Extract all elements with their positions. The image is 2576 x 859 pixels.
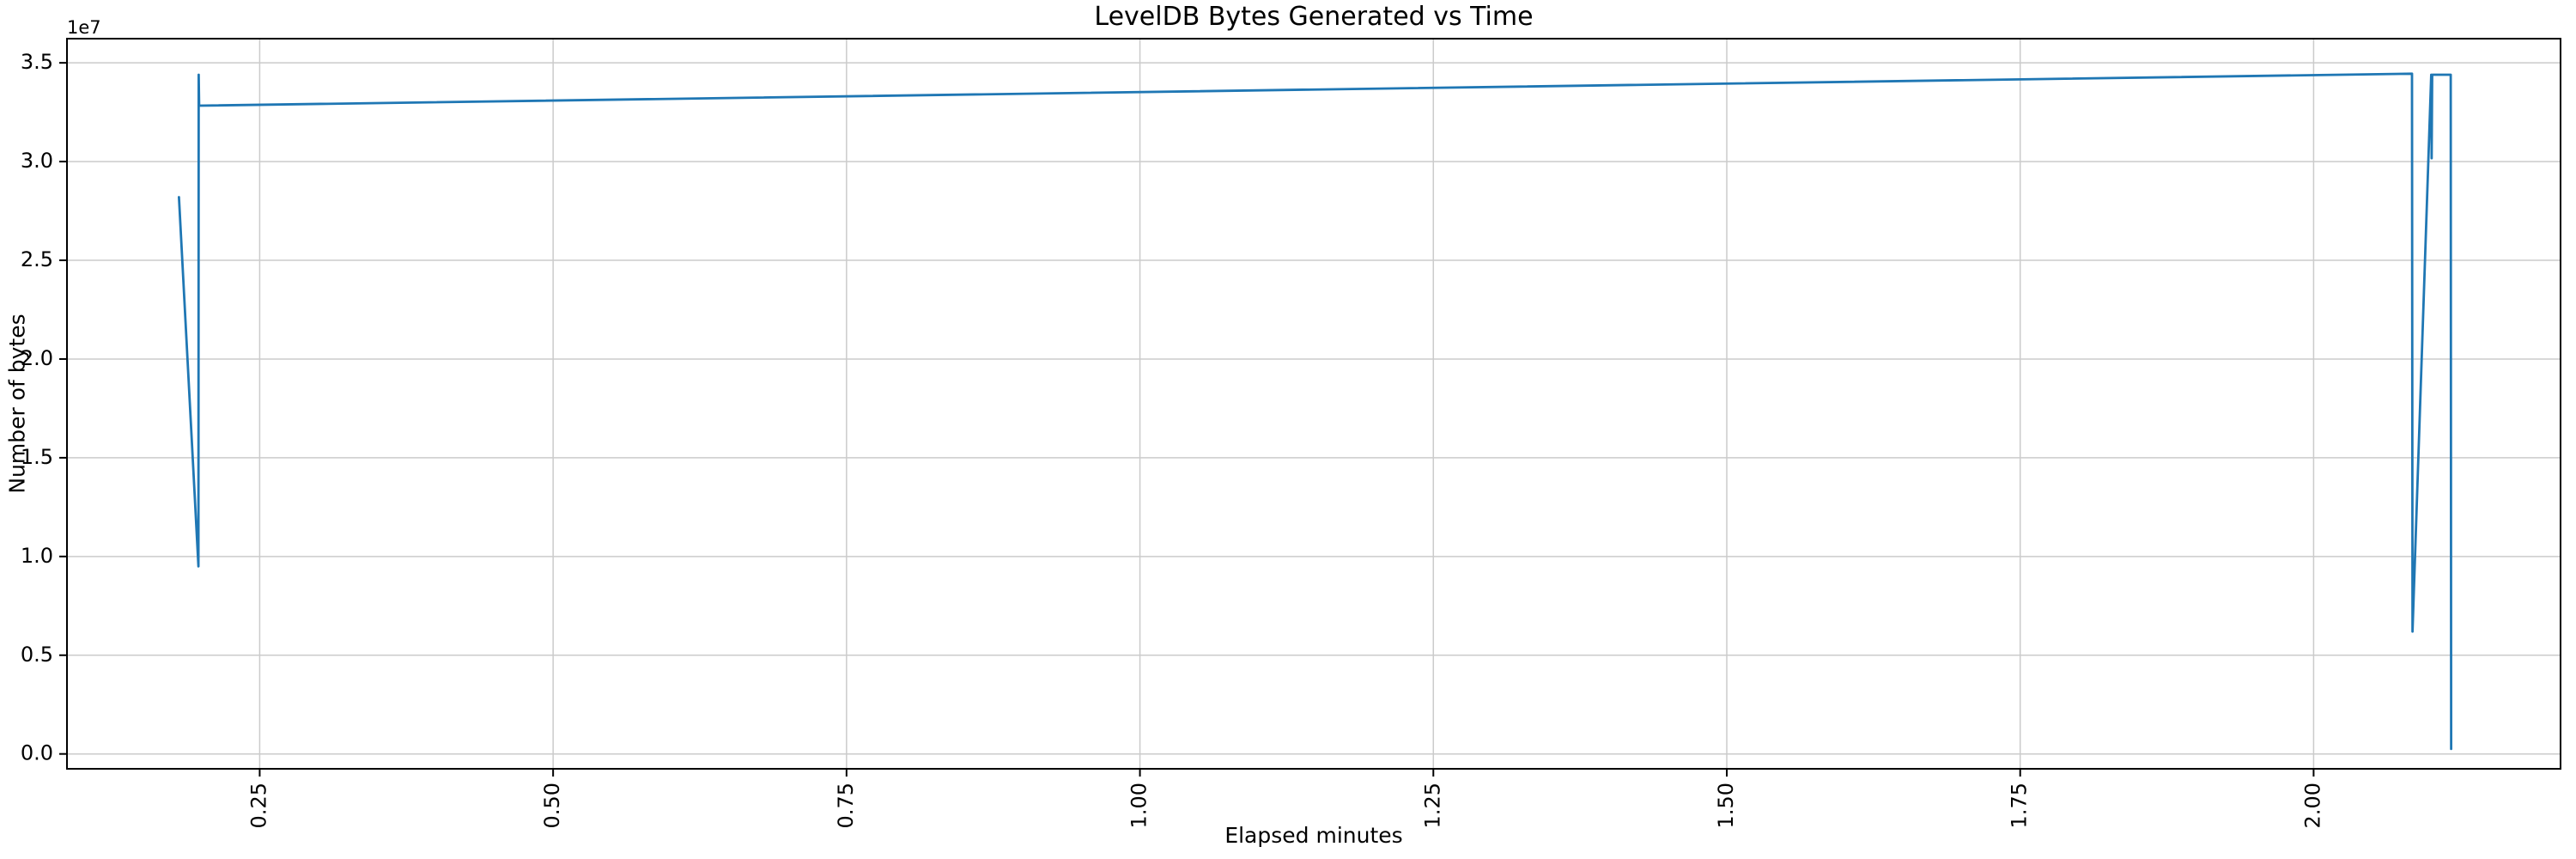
y-tick-label: 2.0	[21, 346, 53, 370]
x-tick-label: 0.75	[834, 783, 858, 828]
y-tick-label: 2.5	[21, 247, 53, 271]
x-axis-label: Elapsed minutes	[1224, 823, 1403, 848]
x-tick-label: 1.25	[1420, 783, 1444, 828]
x-tick-label: 0.25	[246, 783, 270, 828]
x-tick-label: 1.50	[1714, 783, 1738, 828]
axes-frame	[66, 38, 2561, 770]
y-axis-offset-label: 1e7	[67, 17, 101, 38]
y-tick-label: 3.0	[21, 149, 53, 173]
y-tick-label: 0.5	[21, 643, 53, 667]
x-tick-label: 1.00	[1127, 783, 1151, 828]
y-axis-label: Number of bytes	[4, 314, 30, 494]
y-tick-label: 3.5	[21, 50, 53, 74]
chart-title: LevelDB Bytes Generated vs Time	[1094, 2, 1534, 32]
y-tick-label: 1.5	[21, 445, 53, 469]
x-tick-label: 0.50	[540, 783, 564, 828]
y-tick-label: 1.0	[21, 544, 53, 568]
x-tick-label: 1.75	[2008, 783, 2032, 828]
data-line-leveldb-bytes-generated	[177, 72, 2453, 751]
y-tick-label: 0.0	[21, 741, 53, 765]
x-tick-label: 2.00	[2300, 783, 2324, 828]
